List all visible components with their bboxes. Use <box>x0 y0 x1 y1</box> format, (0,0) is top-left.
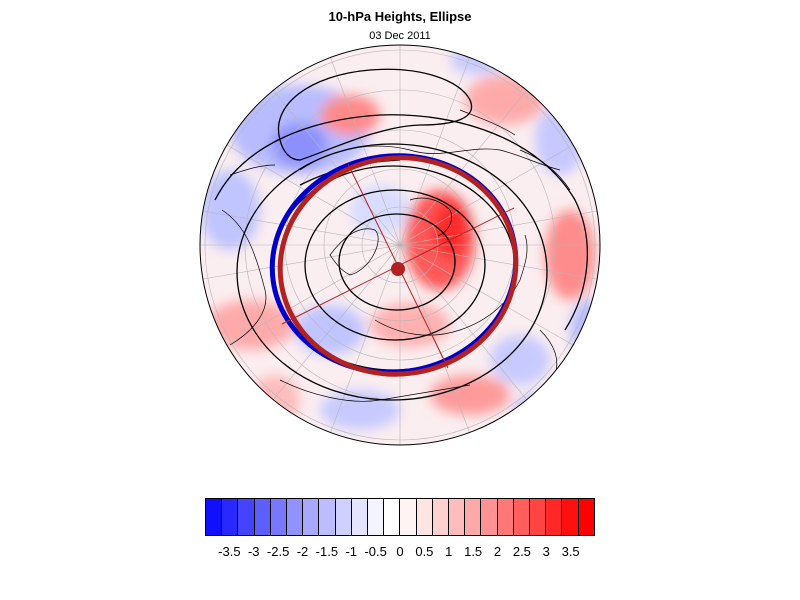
colorbar-segment <box>400 499 417 535</box>
map-boundary <box>199 44 601 446</box>
geopotential-height-contours <box>214 68 588 401</box>
colorbar-segment <box>319 499 336 535</box>
colorbar-segment <box>335 499 352 535</box>
colorbar-tick-label: -0.5 <box>364 544 387 559</box>
colorbar-tick-label: -2.5 <box>266 544 290 559</box>
colorbar-labels: -3.5 -3 -2.5 -2 -1.5 -1 -0.5 0 0.5 1 1.5 2 2.5 3 3.5 <box>205 544 595 564</box>
colorbar-segment <box>562 499 579 535</box>
colorbar-tick-label: 0 <box>396 544 404 559</box>
colorbar-segment <box>530 499 547 535</box>
colorbar-tick-label: 0.5 <box>415 544 434 559</box>
ellipse-red-outline <box>277 155 519 377</box>
chart-subtitle: 03 Dec 2011 <box>369 30 431 42</box>
colorbar-tick-label: 3 <box>542 544 550 559</box>
colorbar-segment <box>481 499 498 535</box>
colorbar-segment <box>465 499 482 535</box>
colorbar-segment <box>303 499 320 535</box>
colorbar-segment <box>351 499 369 535</box>
chart-title: 10-hPa Heights, Ellipse <box>328 9 472 24</box>
colorbar-tick-label: -2 <box>296 544 309 559</box>
colorbar-segment <box>254 499 271 535</box>
coastlines <box>221 109 571 402</box>
colorbar-segment <box>206 499 223 535</box>
ellipse-center <box>391 262 405 276</box>
fitted-ellipse <box>269 153 519 377</box>
colorbar-segment <box>546 499 563 535</box>
colorbar-segment <box>578 499 594 535</box>
colorbar-segment <box>497 499 514 535</box>
colorbar-segment <box>384 499 401 535</box>
colorbar-segment <box>238 499 255 535</box>
height-anomaly-shading <box>200 45 600 445</box>
colorbar-segment <box>513 499 531 535</box>
colorbar-tick-label: -1 <box>345 544 358 559</box>
colorbar-segment <box>368 499 385 535</box>
colorbar-tick-label: -3.5 <box>218 544 241 559</box>
colorbar-segment <box>222 499 239 535</box>
colorbar-segment <box>270 499 288 535</box>
colorbar-segment <box>432 499 450 535</box>
polar-map <box>199 44 601 446</box>
colorbar <box>205 498 595 536</box>
colorbar-tick-label: -1.5 <box>315 544 339 559</box>
colorbar-tick-label: 2 <box>493 544 502 559</box>
colorbar-segment <box>416 499 433 535</box>
colorbar-segment <box>287 499 304 535</box>
colorbar-tick-label: -3 <box>247 544 260 559</box>
colorbar-tick-label: 1 <box>445 544 453 559</box>
colorbar-tick-label: 1.5 <box>464 544 483 559</box>
colorbar-segment <box>449 499 466 535</box>
colorbar-tick-label: 3.5 <box>561 544 580 559</box>
colorbar-tick-label: 2.5 <box>512 544 531 559</box>
